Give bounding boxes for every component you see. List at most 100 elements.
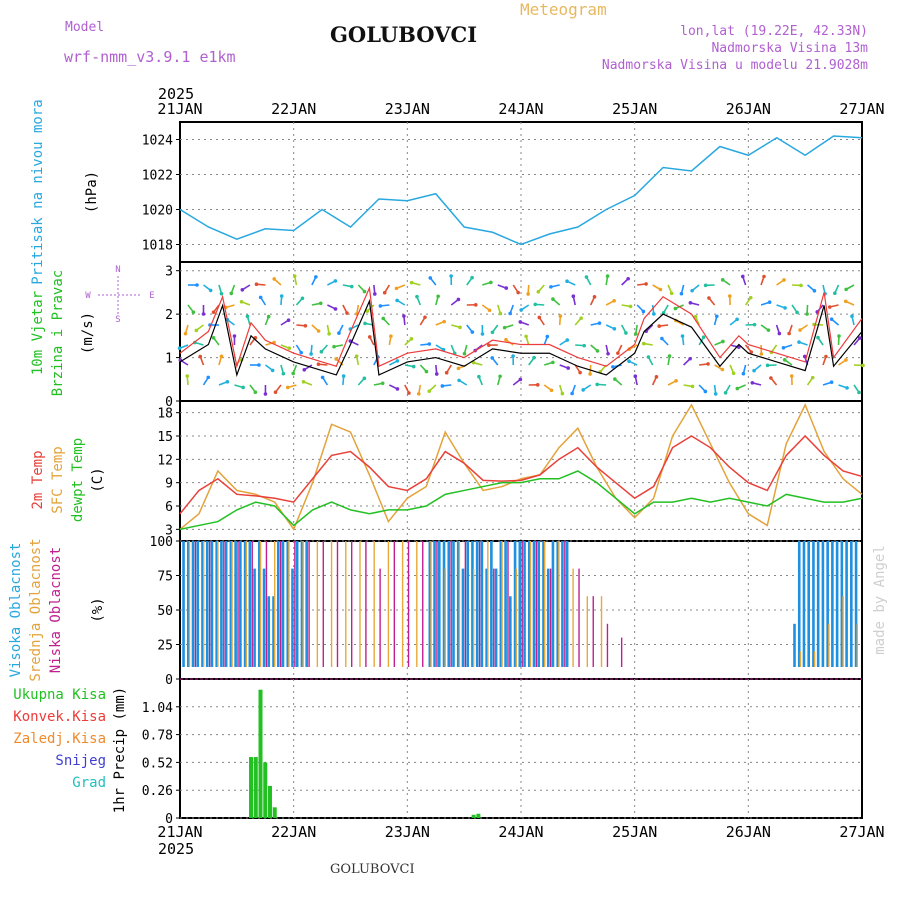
wind-arrow-head: [533, 302, 538, 307]
wind-arrow-head: [679, 291, 684, 296]
wind-arrow-head: [703, 283, 708, 288]
wind-arrow-head: [727, 294, 732, 298]
wind-arrow-head: [612, 298, 616, 303]
wind-arrow-head: [703, 389, 708, 394]
cloud-unit: (%): [90, 597, 106, 622]
pressure-line: [179, 135, 863, 246]
wind-arrow-head: [861, 363, 865, 368]
wind-arrow-head: [428, 276, 433, 280]
precip-ytick-label: 0.78: [142, 729, 173, 744]
model-name: wrf-nmm_v3.9.1 e1km: [64, 48, 236, 66]
wind-arrow-head: [253, 390, 258, 394]
wind-arrow-head: [487, 308, 492, 313]
wind-arrow-head: [470, 330, 475, 334]
wind-arrow-head: [651, 312, 656, 316]
wind-ytick-label: 2: [165, 308, 173, 323]
wind-arrow-head: [549, 388, 554, 393]
temperature-ytick-label: 9: [165, 477, 173, 492]
wind-arrow-head: [219, 354, 224, 359]
precip-bar: [471, 814, 476, 818]
wind-arrow-head: [777, 331, 782, 336]
wind-arrow-head: [442, 319, 446, 324]
cloud-ylabel-mid: Srednja Oblacnost: [28, 538, 44, 681]
wind-arrow-head: [498, 374, 502, 379]
wind-arrow-head: [611, 365, 615, 369]
wind-arrow-head: [799, 283, 803, 288]
wind-arrow-head: [805, 312, 809, 316]
precip-bar: [267, 785, 272, 818]
station-title: GOLUBOVCI: [330, 22, 478, 47]
wind-arrow-head: [327, 332, 331, 336]
wind-arrow-head: [549, 285, 553, 289]
wind-ytick-label: 0: [165, 395, 173, 410]
wind-arrow-head: [769, 376, 773, 380]
bottom-x-tick-label: 22JAN: [271, 823, 316, 841]
wind-arrow-head: [504, 337, 508, 342]
wind-arrow-head: [857, 390, 861, 395]
wind-arrow-head: [349, 284, 354, 289]
wind-arrow-head: [605, 274, 610, 278]
wind-arrow-head: [616, 351, 620, 355]
wind-arrow-head: [341, 374, 346, 378]
wind-arrow-head: [565, 279, 569, 283]
wind-arrow-head: [424, 369, 429, 374]
wind-arrow-head: [812, 288, 817, 293]
wind-arrow-head: [588, 372, 592, 376]
temperature-ytick-label: 3: [165, 523, 173, 538]
wind-arrow-head: [741, 274, 745, 279]
wind-arrow-head: [395, 387, 400, 391]
compass-n: N: [115, 265, 120, 275]
wind-arrow-head: [537, 315, 542, 320]
wind-arrow-head: [185, 374, 190, 378]
top-x-tick-label: 26JAN: [726, 100, 771, 118]
wind-arrow-head: [560, 391, 565, 396]
wind-arrow-head: [628, 304, 633, 309]
wind-arrow-head: [633, 374, 638, 378]
wind-arrow-head: [486, 343, 491, 347]
wind-arrow-head: [395, 298, 399, 303]
wind-arrow-head: [741, 371, 746, 376]
wind-arrow-head: [239, 299, 244, 304]
wind-arrow-head: [345, 311, 349, 315]
precip-frame: [179, 678, 863, 819]
wind-arrow-head: [285, 385, 290, 390]
wind-arrow-head: [667, 354, 672, 358]
wind-arrow-head: [571, 294, 576, 298]
wind-arrow-head: [558, 314, 563, 318]
model-elevation-label: Nadmorska Visina u modelu 21.9028m: [601, 58, 868, 73]
wind-arrow-head: [373, 292, 377, 296]
compass-e: E: [149, 291, 154, 301]
wind-arrow-head: [829, 380, 834, 385]
wind-arrow-head: [782, 278, 786, 282]
precip-ytick-label: 0: [165, 812, 173, 827]
wind-arrow-head: [436, 294, 440, 299]
wind-arrow-head: [766, 328, 771, 332]
wind-arrow-head: [582, 343, 586, 348]
precip-bar: [249, 757, 254, 818]
cloud-ytick-label: 0: [165, 673, 173, 688]
wind-arrow-head: [524, 334, 528, 339]
bottom-x-tick-label: 27JAN: [839, 823, 884, 841]
wind-arrow-head: [627, 359, 631, 363]
wind-arrow-head: [245, 314, 250, 319]
cloud-ylabel-low: Niska Oblacnost: [48, 547, 64, 673]
wind-arrow-head: [409, 337, 414, 341]
pressure-ytick-label: 1022: [142, 169, 173, 184]
bottom-x-tick-label: 26JAN: [726, 823, 771, 841]
wind-arrow-head: [511, 354, 515, 358]
wind-arrow-head: [837, 334, 841, 338]
wind-arrow-head: [624, 331, 628, 335]
wind-arrow-head: [714, 314, 719, 319]
top-x-tick-label: 23JAN: [385, 100, 430, 118]
wind-arrow-head: [641, 309, 646, 314]
wind-arrow-head: [286, 318, 291, 323]
wind-arrow-head: [518, 377, 523, 382]
wind-arrow-head: [789, 374, 794, 378]
wind-arrow-head: [536, 289, 541, 294]
wind-arrow-head: [843, 299, 848, 304]
precip-ytick-label: 0.52: [142, 756, 173, 771]
elevation-label: Nadmorska Visina 13m: [711, 41, 868, 56]
wind-arrow-head: [721, 339, 725, 344]
wind-arrow-head: [333, 307, 338, 311]
wind-arrow-head: [490, 330, 495, 335]
